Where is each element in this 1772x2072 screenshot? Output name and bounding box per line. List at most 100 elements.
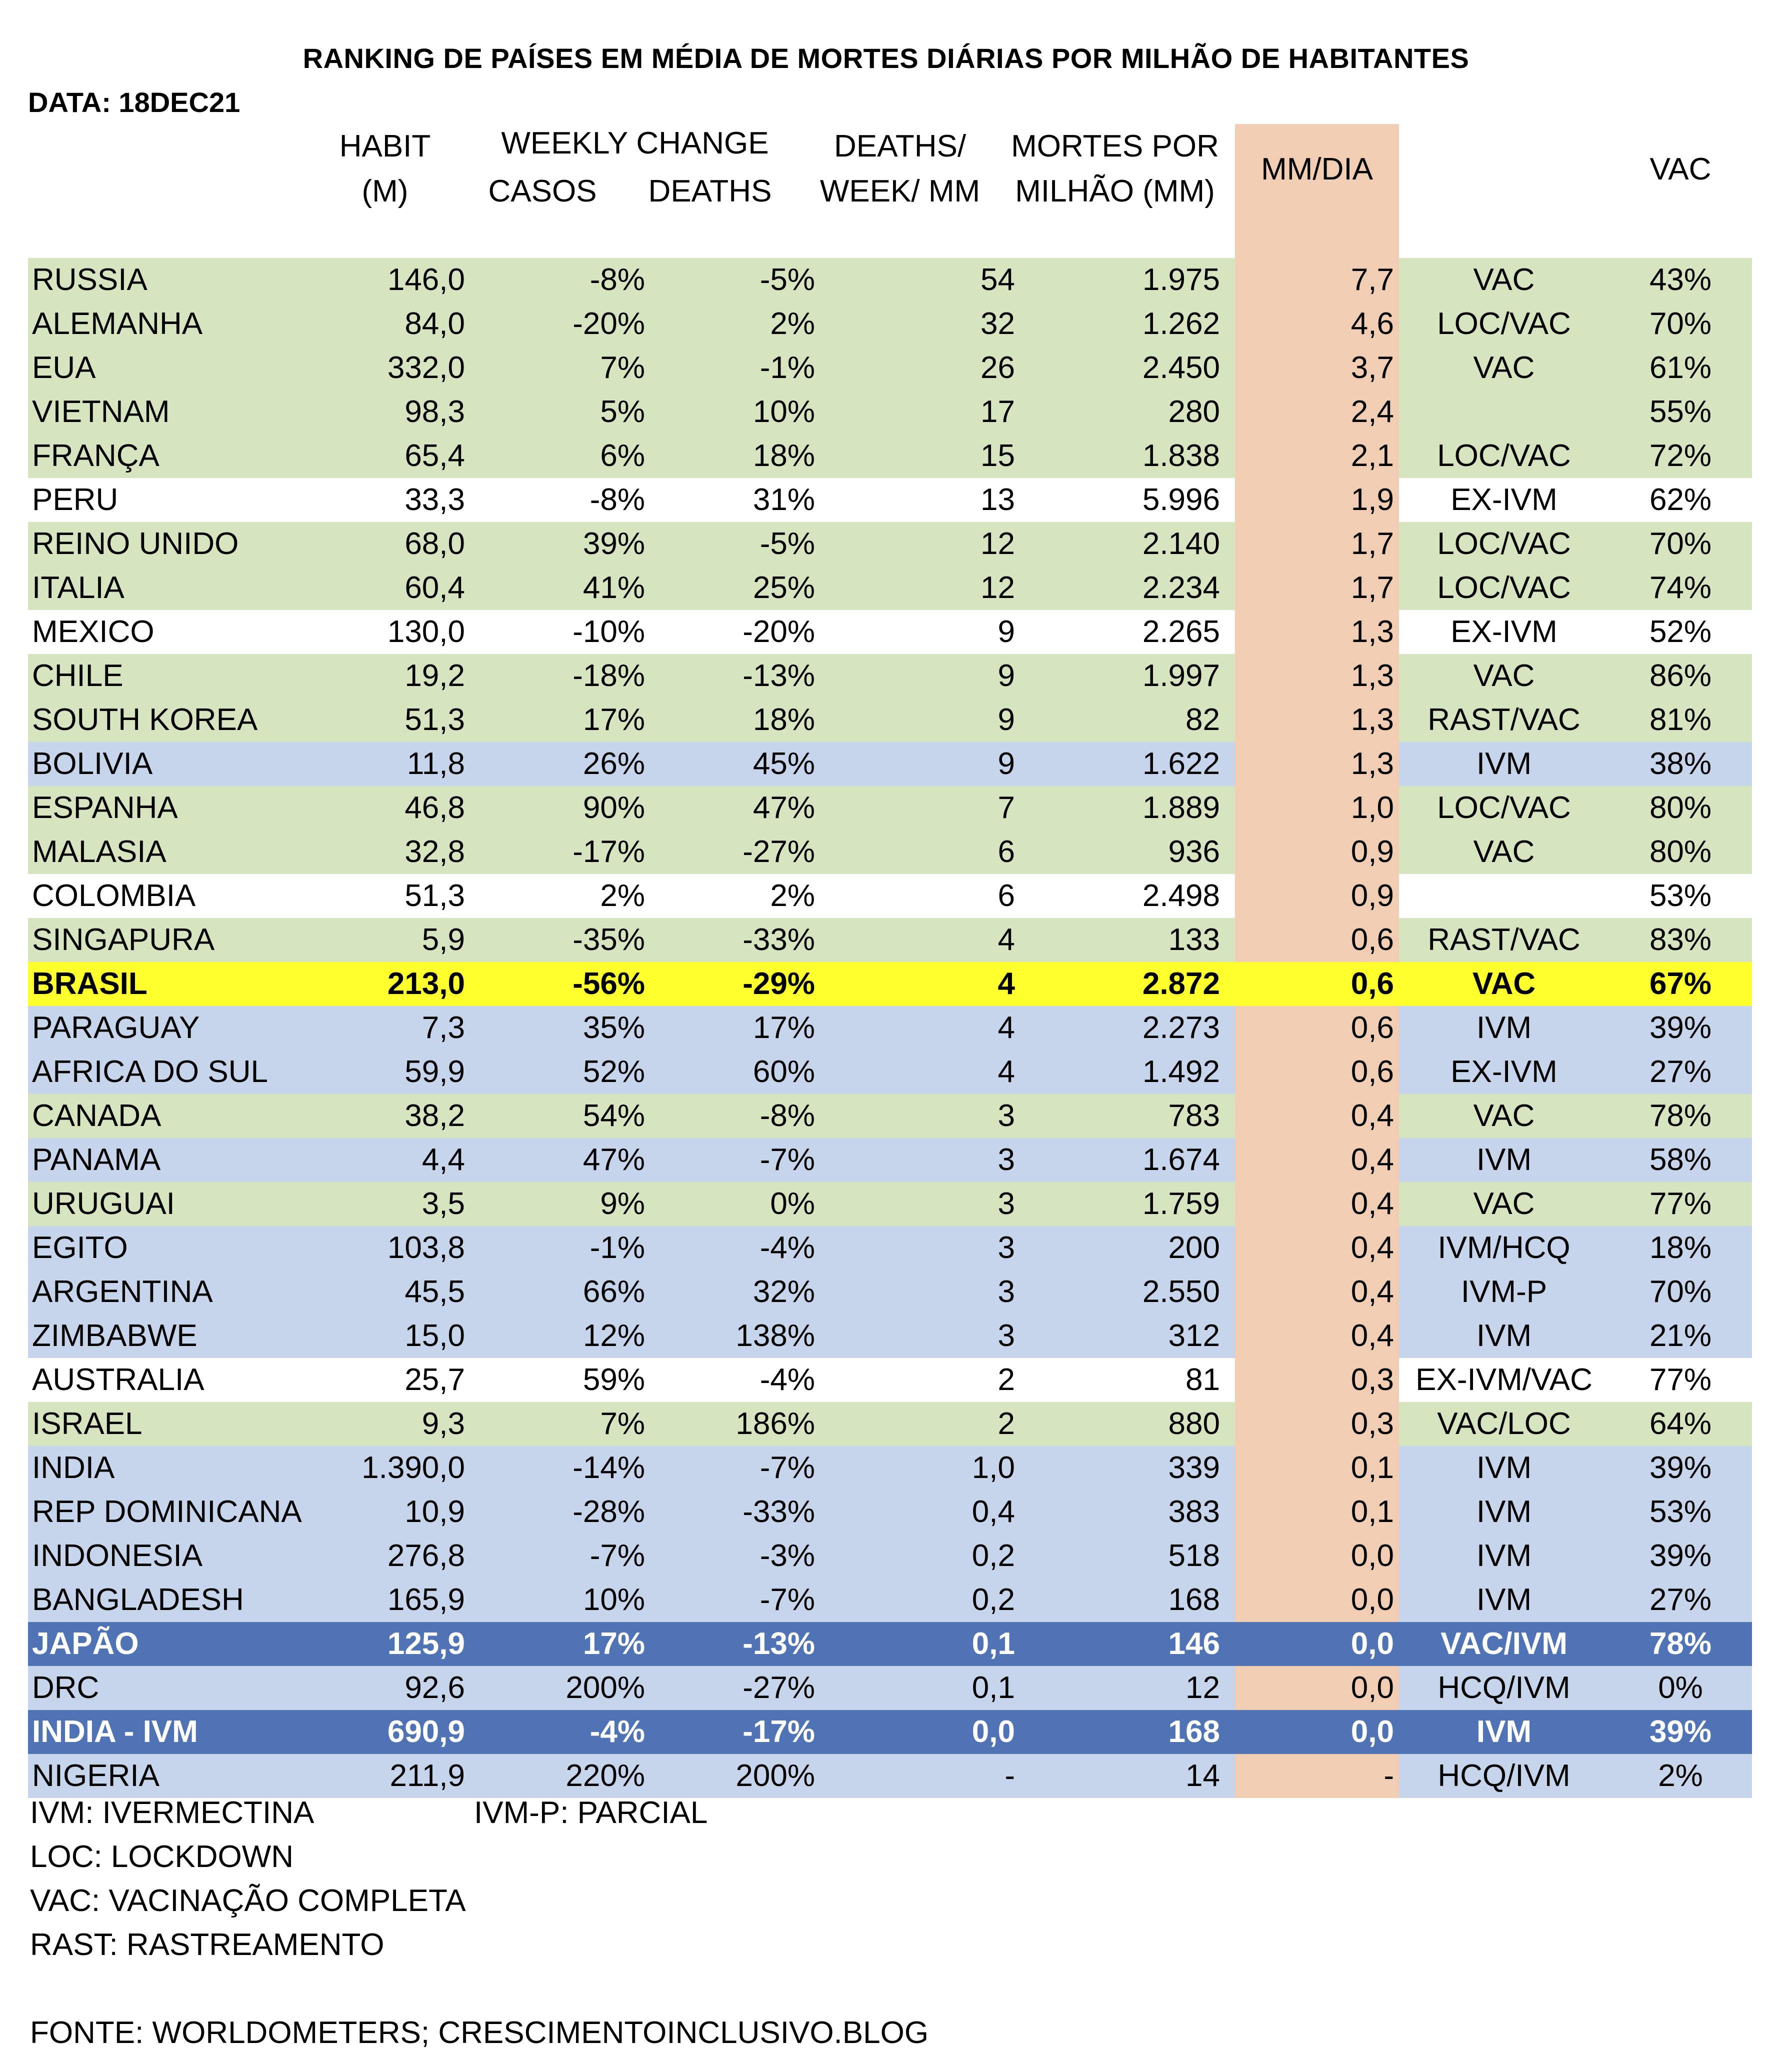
deaths-per-week-mm-cell: 12 xyxy=(980,570,1015,605)
strategy-tag-cell: IVM xyxy=(1476,1142,1532,1177)
vaccination-percent-cell: 0% xyxy=(1658,1670,1703,1705)
weekly-change-deaths-cell: -7% xyxy=(760,1142,815,1177)
strategy-tag-cell: VAC xyxy=(1473,262,1535,297)
deaths-per-week-mm-cell: 4 xyxy=(998,922,1015,957)
mmdia-cell-background xyxy=(1235,566,1399,610)
strategy-tag-cell: EX-IVM xyxy=(1450,1054,1558,1089)
deaths-per-week-mm-cell: 9 xyxy=(998,746,1015,781)
mmdia-cell-background xyxy=(1235,1138,1399,1182)
deaths-per-week-mm-cell: 3 xyxy=(998,1142,1015,1177)
vaccination-percent-cell: 39% xyxy=(1649,1010,1712,1045)
weekly-change-deaths-cell: 18% xyxy=(752,438,815,473)
mmdia-cell-background xyxy=(1235,1182,1399,1226)
vaccination-percent-cell: 83% xyxy=(1649,922,1712,957)
weekly-change-cases-cell: -28% xyxy=(572,1494,645,1529)
table-row: INDONESIA 276,8 -7% -3% 0,2 518 0,0 IVM 39% xyxy=(28,1534,1752,1578)
deaths-per-million-cell: 146 xyxy=(1168,1626,1220,1661)
weekly-change-cases-cell: -8% xyxy=(590,262,645,297)
weekly-change-cases-cell: 47% xyxy=(582,1142,645,1177)
country-name: AUSTRALIA xyxy=(32,1362,204,1397)
legend-vac: VAC: VACINAÇÃO COMPLETA xyxy=(30,1884,466,1918)
deaths-per-million-cell: 1.889 xyxy=(1142,790,1220,825)
deaths-per-million-cell: 880 xyxy=(1168,1406,1220,1441)
weekly-change-cases-cell: -4% xyxy=(590,1714,645,1749)
mm-per-day-cell: 0,1 xyxy=(1350,1450,1394,1485)
deaths-per-million-cell: 383 xyxy=(1168,1494,1220,1529)
deaths-per-million-cell: 1.622 xyxy=(1142,746,1220,781)
population-cell: 1.390,0 xyxy=(362,1450,465,1485)
deaths-per-week-mm-cell: 9 xyxy=(998,658,1015,693)
country-name: REP DOMINICANA xyxy=(32,1494,302,1529)
population-cell: 332,0 xyxy=(387,350,465,385)
header-deaths-week-2: WEEK/ MM xyxy=(820,174,980,208)
deaths-per-million-cell: 339 xyxy=(1168,1450,1220,1485)
deaths-per-week-mm-cell: 0,2 xyxy=(972,1582,1015,1617)
deaths-per-week-mm-cell: 2 xyxy=(998,1406,1015,1441)
country-name: BRASIL xyxy=(32,966,148,1001)
mmdia-cell-background xyxy=(1235,258,1399,302)
country-name: CANADA xyxy=(32,1098,162,1133)
deaths-per-week-mm-cell: 0,1 xyxy=(972,1670,1015,1705)
mm-per-day-cell: 1,9 xyxy=(1350,482,1394,517)
weekly-change-cases-cell: 66% xyxy=(582,1274,645,1309)
deaths-per-million-cell: 783 xyxy=(1168,1098,1220,1133)
mmdia-cell-background xyxy=(1235,1358,1399,1402)
country-name: BOLIVIA xyxy=(32,746,153,781)
weekly-change-deaths-cell: 25% xyxy=(752,570,815,605)
vaccination-percent-cell: 21% xyxy=(1649,1318,1712,1353)
table-row: DRC 92,6 200% -27% 0,1 12 0,0 HCQ/IVM 0% xyxy=(28,1666,1752,1710)
strategy-tag-cell: RAST/VAC xyxy=(1428,702,1580,737)
population-cell: 46,8 xyxy=(404,790,465,825)
table-row: PERU 33,3 -8% 31% 13 5.996 1,9 EX-IVM 62% xyxy=(28,478,1752,522)
deaths-per-million-cell: 1.759 xyxy=(1142,1186,1220,1221)
country-name: JAPÃO xyxy=(32,1626,139,1661)
deaths-per-week-mm-cell: 13 xyxy=(980,482,1015,517)
table-row: BANGLADESH 165,9 10% -7% 0,2 168 0,0 IVM 27% xyxy=(28,1578,1752,1622)
strategy-tag-cell: RAST/VAC xyxy=(1428,922,1580,957)
mmdia-cell-background xyxy=(1235,478,1399,522)
country-name: PARAGUAY xyxy=(32,1010,200,1045)
weekly-change-deaths-cell: -7% xyxy=(760,1450,815,1485)
header-deaths: DEATHS xyxy=(648,174,772,208)
weekly-change-cases-cell: 9% xyxy=(600,1186,645,1221)
mmdia-cell-background xyxy=(1235,1578,1399,1622)
mm-per-day-cell: 1,3 xyxy=(1350,746,1394,781)
weekly-change-deaths-cell: 31% xyxy=(752,482,815,517)
vaccination-percent-cell: 27% xyxy=(1649,1054,1712,1089)
mm-per-day-cell: 1,7 xyxy=(1350,570,1394,605)
weekly-change-deaths-cell: -29% xyxy=(742,966,815,1001)
population-cell: 276,8 xyxy=(387,1538,465,1573)
vaccination-percent-cell: 70% xyxy=(1649,526,1712,561)
deaths-per-week-mm-cell: 17 xyxy=(980,394,1015,429)
deaths-per-week-mm-cell: 3 xyxy=(998,1098,1015,1133)
weekly-change-deaths-cell: -1% xyxy=(760,350,815,385)
weekly-change-deaths-cell: -13% xyxy=(742,658,815,693)
vaccination-percent-cell: 64% xyxy=(1649,1406,1712,1441)
deaths-per-week-mm-cell: 6 xyxy=(998,834,1015,869)
country-name: ISRAEL xyxy=(32,1406,142,1441)
deaths-per-week-mm-cell: 9 xyxy=(998,702,1015,737)
weekly-change-cases-cell: 26% xyxy=(582,746,645,781)
vaccination-percent-cell: 80% xyxy=(1649,790,1712,825)
deaths-per-million-cell: 1.674 xyxy=(1142,1142,1220,1177)
deaths-per-million-cell: 133 xyxy=(1168,922,1220,957)
vaccination-percent-cell: 86% xyxy=(1649,658,1712,693)
table-row: FRANÇA 65,4 6% 18% 15 1.838 2,1 LOC/VAC 72% xyxy=(28,434,1752,478)
weekly-change-deaths-cell: -7% xyxy=(760,1582,815,1617)
weekly-change-deaths-cell: 200% xyxy=(736,1758,815,1793)
population-cell: 19,2 xyxy=(404,658,465,693)
table-row: MEXICO 130,0 -10% -20% 9 2.265 1,3 EX-IVM 52% xyxy=(28,610,1752,654)
table-row: INDIA - IVM 690,9 -4% -17% 0,0 168 0,0 IVM 39% xyxy=(28,1710,1752,1754)
deaths-per-week-mm-cell: 7 xyxy=(998,790,1015,825)
deaths-per-week-mm-cell: 3 xyxy=(998,1186,1015,1221)
mmdia-cell-background xyxy=(1235,1754,1399,1798)
table-row: ZIMBABWE 15,0 12% 138% 3 312 0,4 IVM 21% xyxy=(28,1314,1752,1358)
legend-rast: RAST: RASTREAMENTO xyxy=(30,1928,384,1962)
vaccination-percent-cell: 77% xyxy=(1649,1186,1712,1221)
deaths-per-million-cell: 2.265 xyxy=(1142,614,1220,649)
vaccination-percent-cell: 43% xyxy=(1649,262,1712,297)
population-cell: 5,9 xyxy=(422,922,465,957)
weekly-change-cases-cell: 6% xyxy=(600,438,645,473)
weekly-change-cases-cell: 12% xyxy=(582,1318,645,1353)
deaths-per-week-mm-cell: 1,0 xyxy=(972,1450,1015,1485)
